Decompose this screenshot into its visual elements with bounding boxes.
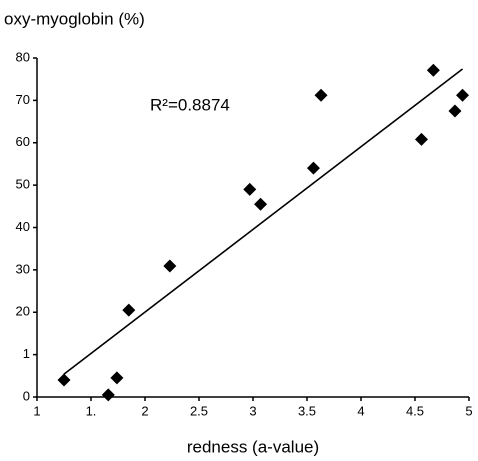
y-tick-label: 0 xyxy=(23,388,30,403)
x-tick-label: 2 xyxy=(141,403,148,418)
x-tick-label: 4 xyxy=(357,403,364,418)
point xyxy=(57,373,71,387)
x-tick-label: 2.5 xyxy=(190,403,208,418)
point xyxy=(254,197,268,211)
x-tick-label: 3 xyxy=(249,403,256,418)
y-tick-label: 50 xyxy=(16,177,30,192)
point xyxy=(122,303,136,317)
point xyxy=(306,161,320,175)
point xyxy=(314,88,328,102)
x-tick-label: 5 xyxy=(465,403,472,418)
x-axis-label: redness (a-value) xyxy=(187,437,319,456)
annotation: R²=0.8874 xyxy=(150,95,230,114)
point xyxy=(448,104,462,118)
point xyxy=(163,259,177,273)
point xyxy=(101,388,115,402)
point xyxy=(110,371,124,385)
chart-title: oxy-myoglobin (%) xyxy=(4,9,145,28)
point xyxy=(414,132,428,146)
y-tick-label: 80 xyxy=(16,49,30,64)
y-tick-label: 30 xyxy=(16,261,30,276)
y-tick-label: 40 xyxy=(16,219,30,234)
point xyxy=(456,88,470,102)
y-tick-label: 1 xyxy=(23,346,30,361)
y-tick-label: 70 xyxy=(16,92,30,107)
point xyxy=(426,63,440,77)
point xyxy=(243,182,257,196)
y-tick-label: 20 xyxy=(16,304,30,319)
y-tick-label: 60 xyxy=(16,134,30,149)
x-tick-label: 1 xyxy=(33,403,40,418)
x-tick-label: 4.5 xyxy=(406,403,424,418)
trendline xyxy=(63,68,464,375)
x-tick-label: 3.5 xyxy=(298,403,316,418)
x-tick-label: 1. xyxy=(86,403,97,418)
